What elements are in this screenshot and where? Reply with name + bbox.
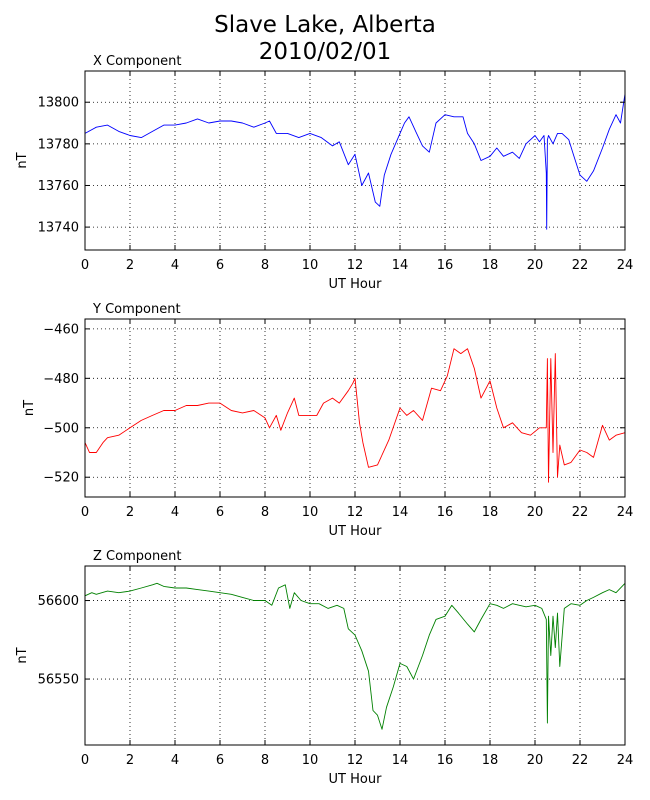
chart-title-date: 2010/02/01: [258, 39, 392, 65]
y-tick-label: −480: [43, 372, 79, 387]
x-tick-label: 16: [437, 258, 454, 273]
x-tick-label: 16: [437, 753, 454, 768]
x-tick-label: 4: [171, 258, 179, 273]
y-tick-label: 56550: [38, 673, 79, 688]
x-tick-label: 6: [216, 258, 224, 273]
x-tick-label: 10: [302, 753, 319, 768]
x-tick-label: 16: [437, 505, 454, 520]
x-axis-label: UT Hour: [329, 277, 383, 292]
x-tick-label: 20: [527, 505, 544, 520]
x-tick-label: 4: [171, 753, 179, 768]
x-tick-label: 10: [302, 505, 319, 520]
data-line-y: [84, 348, 626, 483]
data-line-z: [84, 582, 626, 730]
x-tick-label: 22: [572, 505, 589, 520]
x-tick-label: 22: [572, 258, 589, 273]
panel-title: Y Component: [92, 302, 181, 317]
x-tick-label: 6: [216, 753, 224, 768]
panel-title: Z Component: [93, 549, 182, 564]
x-tick-label: 0: [81, 753, 89, 768]
y-axis-label: nT: [15, 647, 30, 663]
x-tick-label: 8: [261, 505, 269, 520]
x-tick-label: 20: [527, 753, 544, 768]
y-axis-label: nT: [22, 400, 37, 416]
data-line-x: [84, 93, 626, 230]
x-tick-label: 2: [126, 753, 134, 768]
y-tick-label: 13780: [38, 137, 79, 152]
x-tick-label: 20: [527, 258, 544, 273]
y-axis-label: nT: [15, 152, 30, 168]
x-tick-label: 10: [302, 258, 319, 273]
x-tick-label: 8: [261, 258, 269, 273]
x-tick-label: 14: [392, 753, 409, 768]
y-tick-label: 13800: [38, 96, 79, 111]
x-tick-label: 24: [617, 258, 634, 273]
y-tick-label: 56600: [38, 594, 79, 609]
x-axis-label: UT Hour: [329, 524, 383, 539]
y-tick-label: 13740: [38, 221, 79, 236]
y-tick-label: −520: [43, 471, 79, 486]
x-tick-label: 18: [482, 753, 499, 768]
x-tick-label: 24: [617, 753, 634, 768]
panel-title: X Component: [93, 54, 182, 69]
x-tick-label: 12: [347, 753, 364, 768]
x-tick-label: 6: [216, 505, 224, 520]
x-tick-label: 4: [171, 505, 179, 520]
x-tick-label: 18: [482, 258, 499, 273]
x-tick-label: 14: [392, 258, 409, 273]
x-tick-label: 8: [261, 753, 269, 768]
panel-x-component: 0 2 4 6 8 10 12 14 16 18 20 22 241374013760137801380…: [15, 54, 633, 292]
x-tick-label: 0: [81, 258, 89, 273]
x-tick-label: 12: [347, 505, 364, 520]
x-tick-label: 14: [392, 505, 409, 520]
x-tick-label: 2: [126, 505, 134, 520]
x-tick-label: 2: [126, 258, 134, 273]
x-tick-label: 22: [572, 753, 589, 768]
x-tick-label: 18: [482, 505, 499, 520]
x-tick-label: 0: [81, 505, 89, 520]
y-tick-label: −460: [43, 322, 79, 337]
x-tick-label: 12: [347, 258, 364, 273]
chart-title-location: Slave Lake, Alberta: [214, 12, 436, 38]
x-axis-label: UT Hour: [329, 772, 383, 787]
x-tick-label: 24: [617, 505, 634, 520]
y-tick-label: 13760: [38, 179, 79, 194]
y-tick-label: −500: [43, 421, 79, 436]
